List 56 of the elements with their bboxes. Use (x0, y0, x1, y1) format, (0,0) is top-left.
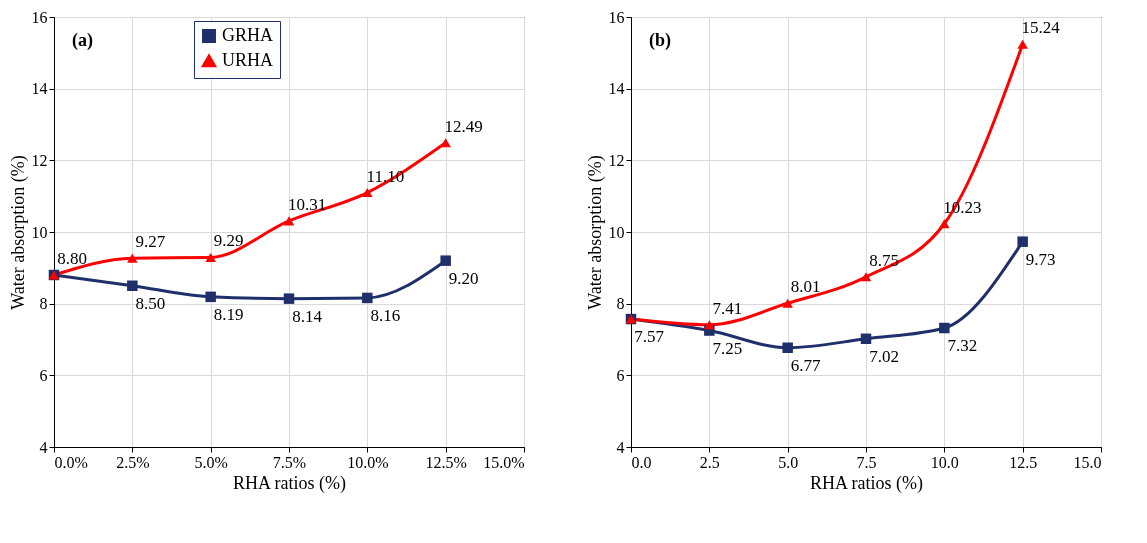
data-label: 8.80 (57, 249, 87, 268)
y-tick-label: 8 (39, 295, 48, 313)
x-tick-label: 2.5 (699, 453, 720, 471)
y-axis-title: Water absorption (%) (7, 155, 29, 310)
data-label: 7.57 (634, 327, 665, 347)
data-label: 9.29 (213, 231, 244, 251)
y-tick-label: 12 (608, 151, 625, 169)
y-tick-label: 10 (31, 223, 48, 241)
text: (a) (72, 30, 93, 51)
y-tick-label: 10 (608, 223, 625, 241)
x-tick-label: 5.0 (778, 453, 799, 471)
data-label: 9.20 (448, 268, 479, 288)
y-tick-label: 12 (31, 151, 48, 169)
x-tick-label: 10.0% (347, 453, 389, 471)
y-axis-title: Water absorption (%) (584, 155, 606, 310)
data-label: 7.41 (712, 298, 743, 318)
data-label: 8.19 (213, 304, 244, 324)
x-tick-label: 7.5% (272, 453, 307, 471)
y-tick-label: 16 (608, 8, 625, 26)
y-tick-label: 14 (31, 80, 48, 98)
legend-label: GRHA (222, 25, 274, 45)
x-axis-title: RHA ratios (%) (810, 472, 923, 494)
y-tick-label: 8 (616, 295, 625, 313)
x-axis-title: RHA ratios (%) (233, 472, 346, 494)
y-tick-label: 6 (39, 366, 48, 384)
data-label: 8.14 (292, 306, 323, 326)
data-label: 9.27 (135, 232, 166, 252)
data-label: 12.49 (444, 116, 483, 136)
y-tick-label: 6 (616, 366, 625, 384)
y-tick-label: 4 (39, 438, 48, 456)
data-label: 8.16 (370, 305, 401, 325)
y-tick-label: 14 (608, 80, 625, 98)
data-label: 7.02 (869, 346, 899, 366)
x-tick-label: 2.5% (116, 453, 150, 471)
x-tick-label: 15.0 (1073, 453, 1102, 471)
data-label: 15.24 (1021, 18, 1061, 38)
data-label: 7.32 (947, 336, 978, 356)
y-tick-label: 4 (616, 438, 625, 456)
legend-label: URHA (222, 50, 274, 70)
x-tick-label: 12.5% (425, 453, 467, 471)
data-label: 8.75 (869, 250, 899, 270)
y-tick-label: 16 (31, 8, 48, 26)
x-tick-label: 12.5 (1009, 453, 1038, 471)
data-label: 7.25 (712, 338, 743, 358)
x-tick-label: 0.0% (54, 453, 88, 471)
data-label: 6.77 (790, 355, 822, 375)
x-tick-label: 15.0% (483, 453, 525, 471)
data-label: 10.31 (287, 194, 327, 214)
x-tick-label: 5.0% (194, 453, 228, 471)
data-label: 8.01 (790, 277, 821, 297)
x-tick-label: 7.5 (856, 453, 877, 471)
data-label: 8.50 (135, 293, 166, 313)
x-tick-label: 0.0 (631, 453, 652, 471)
text: (b) (649, 30, 671, 51)
x-tick-label: 10.0 (930, 453, 959, 471)
data-label: 9.73 (1025, 249, 1056, 269)
